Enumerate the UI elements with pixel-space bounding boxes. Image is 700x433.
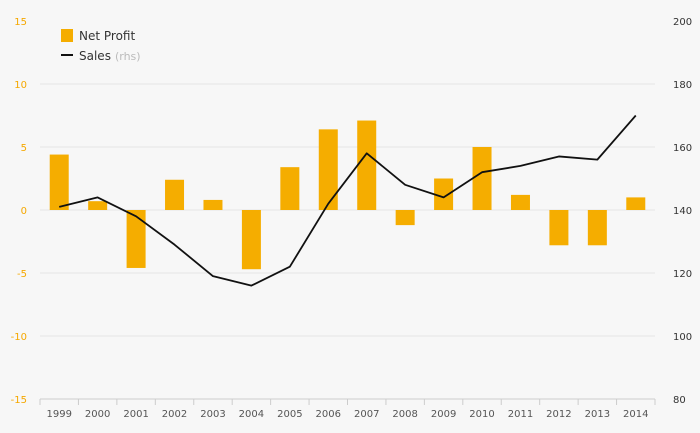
y-right-tick-label: 160 <box>673 143 692 154</box>
net-profit-bar <box>49 154 69 210</box>
legend-sales-name: Sales <box>79 49 111 63</box>
y-left-tick-label: -15 <box>11 395 27 406</box>
x-tick-label: 2011 <box>508 409 533 420</box>
x-tick-label: 2009 <box>431 409 456 420</box>
x-tick-label: 2004 <box>239 409 264 420</box>
net-profit-bar <box>318 129 338 210</box>
axes: 15 10 5 0 -5 -10 -15 200 180 160 140 120 100 80 1999 20… <box>11 17 692 420</box>
y-right-tick-label: 140 <box>673 206 692 217</box>
y-right-tick-label: 200 <box>673 17 692 28</box>
net-profit-bar <box>88 201 108 210</box>
x-tick-label: 2014 <box>623 409 648 420</box>
net-profit-bar <box>472 147 492 210</box>
x-tick-label: 2008 <box>392 409 417 420</box>
net-profit-bar <box>587 210 607 246</box>
x-tick-label: 2006 <box>316 409 341 420</box>
net-profit-bar <box>626 197 646 210</box>
x-tick-label: 2007 <box>354 409 379 420</box>
net-profit-bar <box>203 199 223 210</box>
y-right-tick-label: 80 <box>673 395 686 406</box>
sales-line-layer <box>59 114 637 287</box>
y-left-tick-label: 10 <box>14 80 27 91</box>
x-tick-label: 2000 <box>85 409 110 420</box>
x-tick-label: 2013 <box>585 409 610 420</box>
net-profit-bar <box>510 194 530 210</box>
y-left-tick-label: -10 <box>11 332 27 343</box>
net-profit-bar <box>280 167 300 210</box>
net-profit-bar <box>549 210 569 246</box>
x-tick-label: 2005 <box>277 409 302 420</box>
net-profit-bar <box>126 210 146 268</box>
x-tick-label: 2012 <box>546 409 571 420</box>
y-left-tick-label: 0 <box>21 206 27 217</box>
y-left-tick-label: 15 <box>14 17 27 28</box>
x-tick-label: 1999 <box>46 409 71 420</box>
net-profit-bar <box>165 179 185 210</box>
y-left-tick-label: 5 <box>21 143 27 154</box>
x-tick-label: 2003 <box>200 409 225 420</box>
legend-net-profit-swatch <box>61 29 73 42</box>
x-tick-label: 2010 <box>469 409 494 420</box>
y-right-tick-label: 120 <box>673 269 692 280</box>
x-tick-label: 2001 <box>123 409 148 420</box>
legend-sales-suffix: (rhs) <box>115 50 141 63</box>
net-profit-bar <box>434 178 454 210</box>
y-left-tick-label: -5 <box>17 269 27 280</box>
net-profit-bar <box>395 210 415 226</box>
y-right-tick-label: 100 <box>673 332 692 343</box>
legend-net-profit-label: Net Profit <box>79 29 135 43</box>
legend-sales-label: Sales (rhs) <box>79 49 141 63</box>
x-tick-label: 2002 <box>162 409 187 420</box>
y-right-tick-label: 180 <box>673 80 692 91</box>
bars <box>49 120 646 270</box>
sales-line <box>59 114 637 287</box>
net-profit-bar <box>357 120 377 210</box>
legend: Net Profit Sales (rhs) <box>61 29 141 63</box>
net-profit-bar <box>241 210 261 270</box>
